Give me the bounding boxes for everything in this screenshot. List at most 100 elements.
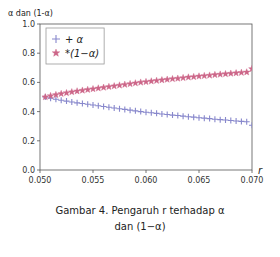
plot-frame: [40, 24, 252, 170]
star-point: [180, 74, 187, 80]
plus-point: [143, 109, 149, 115]
chart: 0.0500.0550.0600.0650.0700.00.20.40.60.8…: [0, 0, 280, 257]
x-tick: [252, 170, 253, 173]
x-tick-label: 0.070: [241, 176, 264, 185]
plus-point: [244, 119, 250, 125]
star-point: [68, 89, 75, 95]
x-tick-label: 0.065: [188, 176, 211, 185]
plus-point: [85, 101, 91, 107]
x-tick: [146, 170, 147, 173]
plus-point: [175, 113, 181, 119]
plus-point: [69, 99, 75, 105]
plus-point: [185, 114, 191, 120]
star-point: [58, 90, 65, 96]
star-point: [249, 65, 252, 71]
y-tick-label: 0.6: [22, 78, 35, 87]
y-tick: [37, 24, 40, 25]
y-axis-label: α dan (1-α): [8, 9, 53, 18]
plus-point: [58, 97, 64, 103]
star-point: [74, 88, 81, 94]
y-tick-label: 0.8: [22, 49, 35, 58]
plus-point: [132, 108, 138, 114]
star-point: [132, 80, 139, 86]
caption: Gambar 4. Pengaruh r terhadap α: [55, 205, 224, 216]
series-1: [42, 65, 252, 100]
legend-swatch: [52, 35, 60, 43]
star-point: [47, 92, 54, 98]
plus-point: [148, 110, 154, 116]
x-tick-label: 0.055: [82, 176, 105, 185]
legend: + α *(1−α): [46, 28, 104, 64]
legend-frame: [46, 28, 104, 64]
y-tick-label: 0.4: [22, 108, 35, 117]
plus-point: [138, 109, 144, 115]
plus-point: [122, 106, 128, 112]
x-tick: [93, 170, 94, 173]
star-point: [159, 77, 166, 83]
star-point: [196, 73, 203, 79]
plus-point: [196, 115, 202, 121]
star-point: [100, 84, 107, 90]
x-tick: [40, 170, 41, 173]
star-point: [174, 75, 181, 81]
star-point: [212, 71, 219, 77]
star-point: [201, 72, 208, 78]
star-point: [84, 86, 91, 92]
star-point: [243, 69, 250, 75]
plus-point: [79, 101, 85, 107]
caption: dan (1−α): [114, 221, 165, 232]
marks: [42, 65, 252, 128]
star-point: [116, 82, 123, 88]
star-point: [95, 85, 102, 91]
star-point: [185, 74, 192, 80]
legend-label: *(1−α): [65, 48, 99, 59]
plus-point: [159, 111, 165, 117]
plus-point: [127, 107, 133, 113]
star-point: [121, 81, 128, 87]
star-point: [63, 89, 70, 95]
plus-point: [164, 112, 170, 118]
plus-point: [154, 110, 160, 116]
plus-point: [170, 112, 176, 118]
plus-point: [106, 104, 112, 110]
star-point: [42, 94, 49, 100]
plus-point: [228, 118, 234, 124]
y-tick: [37, 140, 40, 141]
y-tick: [37, 82, 40, 83]
plus-point: [207, 116, 213, 122]
plus-point: [212, 116, 218, 122]
plus-point: [217, 117, 223, 123]
y-tick-label: 0.0: [22, 166, 35, 175]
star-point: [164, 76, 171, 82]
x-tick-label: 0.050: [29, 176, 52, 185]
star-point: [233, 70, 240, 76]
plus-point: [233, 118, 239, 124]
plus-point: [238, 118, 244, 124]
star-point: [153, 77, 160, 83]
legend-swatch: [52, 49, 60, 56]
legend-label: + α: [65, 34, 84, 45]
star-point: [137, 79, 144, 85]
series-0: [42, 94, 252, 128]
plus-point: [74, 100, 80, 106]
x-axis-label: r: [258, 165, 263, 176]
star-point: [169, 75, 176, 81]
star-point: [106, 83, 113, 89]
plus-point: [191, 114, 197, 120]
plus-point: [117, 106, 123, 112]
star-point: [53, 91, 60, 97]
plus-point: [180, 113, 186, 119]
star-point: [217, 71, 224, 77]
y-tick: [37, 111, 40, 112]
star-point: [111, 83, 118, 89]
star-point: [190, 73, 197, 79]
plus-point: [201, 115, 207, 121]
star-point: [206, 72, 213, 78]
plus-point: [64, 98, 70, 104]
star-point: [222, 70, 229, 76]
plus-point: [90, 102, 96, 108]
star-point: [127, 80, 134, 86]
plus-point: [223, 117, 229, 123]
plus-point: [111, 105, 117, 111]
star-point: [238, 69, 245, 75]
